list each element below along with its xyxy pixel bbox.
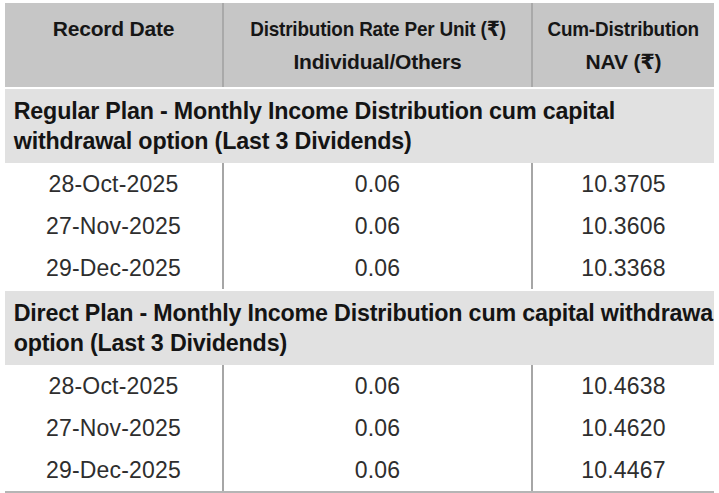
table-row: 29-Dec-2025 0.06 10.3368	[5, 247, 714, 289]
nav-label: NAV (₹)	[586, 50, 662, 73]
nav-cell: 10.3368	[531, 247, 714, 289]
rate-cell: 0.06	[222, 365, 531, 407]
section-title: Regular Plan - Monthly Income Distributi…	[5, 89, 714, 156]
distribution-rate-label: Distribution Rate Per Unit (₹)	[250, 12, 506, 45]
rate-cell: 0.06	[222, 247, 531, 289]
column-header-record-date: Record Date	[5, 3, 222, 87]
record-date-cell: 27-Nov-2025	[5, 407, 222, 449]
nav-cell: 10.4467	[531, 449, 714, 491]
nav-cell: 10.4638	[531, 365, 714, 407]
rate-cell: 0.06	[222, 407, 531, 449]
record-date-cell: 29-Dec-2025	[5, 247, 222, 289]
individual-others-label: Individual/Others	[293, 50, 461, 73]
table-row: 29-Dec-2025 0.06 10.4467	[5, 449, 714, 491]
section-title: Direct Plan - Monthly Income Distributio…	[5, 291, 714, 358]
cum-distribution-label: Cum-Distribution	[548, 12, 699, 45]
table-row: 28-Oct-2025 0.06 10.4638	[5, 365, 714, 407]
table-row: 27-Nov-2025 0.06 10.4620	[5, 407, 714, 449]
column-header-cum-distribution-nav: Cum-Distribution NAV (₹)	[531, 3, 714, 87]
nav-cell: 10.4620	[531, 407, 714, 449]
record-date-cell: 28-Oct-2025	[5, 365, 222, 407]
table-row: 28-Oct-2025 0.06 10.3705	[5, 163, 714, 205]
table-row: 27-Nov-2025 0.06 10.3606	[5, 205, 714, 247]
nav-cell: 10.3606	[531, 205, 714, 247]
record-date-label: Record Date	[53, 17, 175, 40]
distribution-table: Record Date Distribution Rate Per Unit (…	[5, 3, 714, 493]
column-header-distribution-rate: Distribution Rate Per Unit (₹) Individua…	[222, 3, 531, 87]
nav-cell: 10.3705	[531, 163, 714, 205]
section-header-direct-plan: Direct Plan - Monthly Income Distributio…	[5, 291, 714, 365]
rate-cell: 0.06	[222, 449, 531, 491]
record-date-cell: 27-Nov-2025	[5, 205, 222, 247]
record-date-cell: 29-Dec-2025	[5, 449, 222, 491]
rate-cell: 0.06	[222, 163, 531, 205]
table-header-row: Record Date Distribution Rate Per Unit (…	[5, 3, 714, 87]
rate-cell: 0.06	[222, 205, 531, 247]
section-header-regular-plan: Regular Plan - Monthly Income Distributi…	[5, 89, 714, 163]
record-date-cell: 28-Oct-2025	[5, 163, 222, 205]
